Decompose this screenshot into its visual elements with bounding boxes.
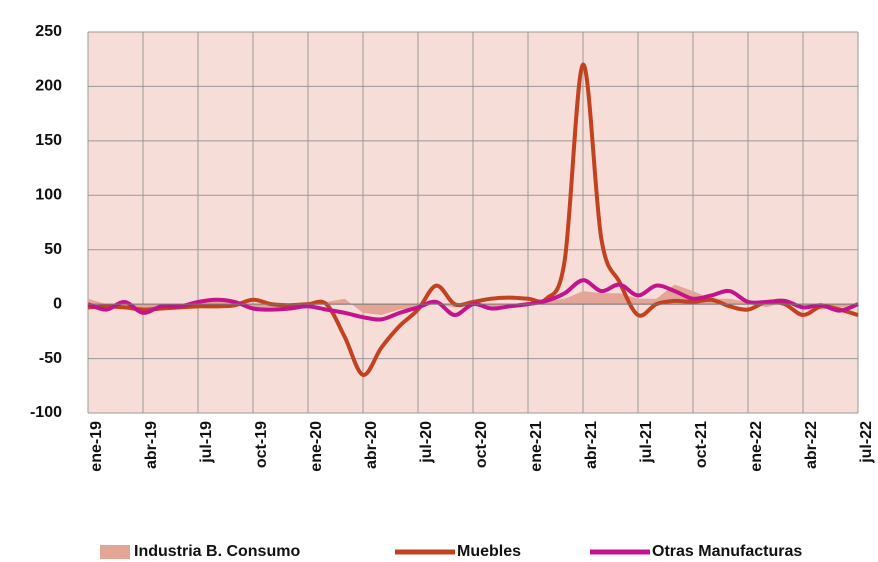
- legend-label: Industria B. Consumo: [134, 543, 300, 560]
- x-tick-label: ene-21: [528, 421, 545, 472]
- x-tick-label: abr-20: [363, 421, 380, 469]
- x-tick-label: jul-20: [418, 421, 435, 464]
- legend-swatch: [100, 545, 130, 559]
- x-tick-label: abr-22: [803, 421, 820, 469]
- line: [87, 62, 859, 377]
- y-tick-label: 0: [53, 295, 62, 312]
- x-tick-label: oct-21: [693, 421, 710, 468]
- x-tick-label: ene-19: [88, 421, 105, 472]
- y-tick-label: 50: [44, 241, 62, 258]
- y-tick-label: -50: [39, 350, 62, 367]
- y-tick-label: 100: [35, 187, 62, 204]
- x-tick-label: jul-21: [638, 421, 655, 464]
- x-tick-label: oct-19: [253, 421, 270, 468]
- x-tick-label: ene-20: [308, 421, 325, 472]
- x-tick-label: abr-21: [583, 421, 600, 469]
- y-tick-label: 150: [35, 132, 62, 149]
- y-tick-label: 250: [35, 23, 62, 40]
- x-tick-label: jul-22: [858, 421, 875, 464]
- x-tick-label: abr-19: [143, 421, 160, 469]
- y-tick-label: 200: [35, 78, 62, 95]
- x-tick-label: ene-22: [748, 421, 765, 472]
- x-tick-label: jul-19: [198, 421, 215, 464]
- area: [88, 284, 858, 316]
- legend-label: Muebles: [457, 543, 521, 560]
- y-tick-label: -100: [30, 404, 62, 421]
- legend-label: Otras Manufacturas: [652, 543, 802, 560]
- x-tick-label: oct-20: [473, 421, 490, 468]
